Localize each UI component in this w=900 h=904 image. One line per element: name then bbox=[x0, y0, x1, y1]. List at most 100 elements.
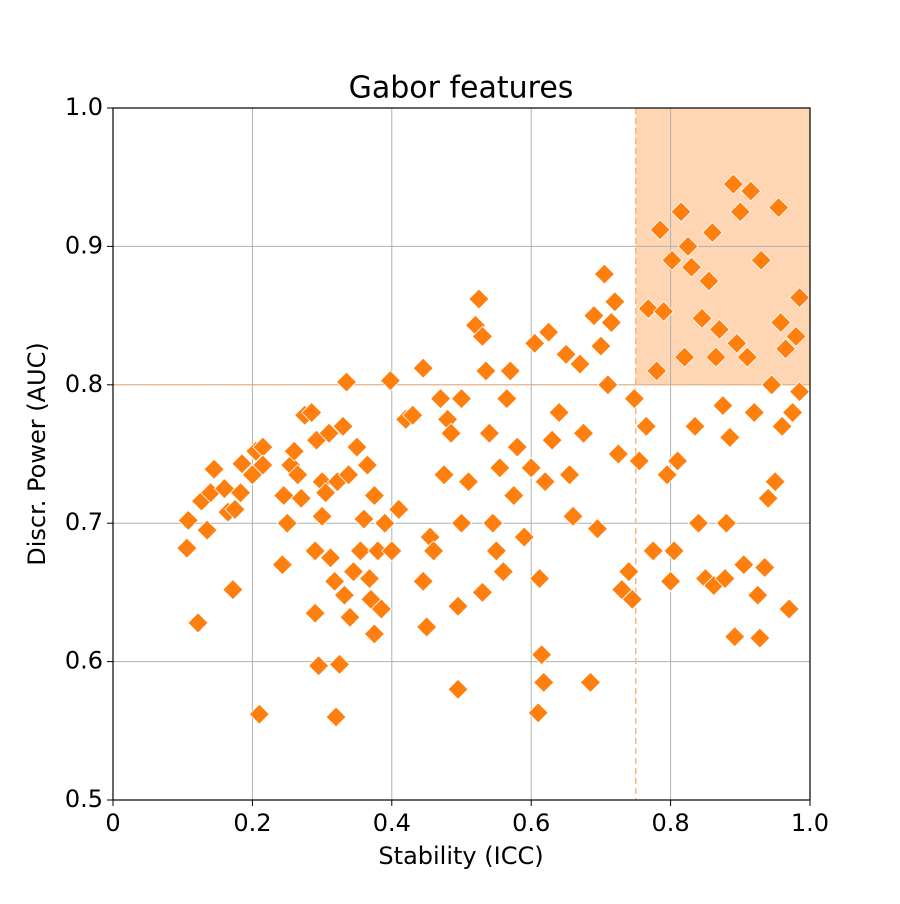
point bbox=[203, 458, 225, 480]
point bbox=[597, 374, 619, 396]
x-tick-label: 1.0 bbox=[791, 809, 829, 837]
point bbox=[318, 422, 340, 444]
point bbox=[187, 612, 209, 634]
point bbox=[450, 388, 473, 410]
point bbox=[771, 415, 793, 437]
point bbox=[670, 201, 692, 223]
point bbox=[273, 484, 295, 507]
point bbox=[213, 478, 236, 500]
point bbox=[356, 454, 378, 476]
point bbox=[785, 325, 807, 347]
point bbox=[374, 512, 396, 534]
point bbox=[754, 556, 776, 579]
point bbox=[471, 581, 493, 603]
point bbox=[440, 422, 462, 444]
point bbox=[661, 249, 683, 271]
point bbox=[733, 554, 755, 576]
point bbox=[736, 346, 758, 368]
y-tick-label: 0.5 bbox=[65, 785, 103, 813]
point bbox=[743, 401, 765, 424]
point bbox=[579, 671, 602, 693]
point bbox=[729, 201, 751, 223]
point bbox=[222, 579, 244, 601]
point bbox=[705, 346, 727, 368]
point bbox=[379, 370, 401, 392]
point bbox=[788, 381, 811, 403]
point bbox=[499, 360, 521, 382]
point bbox=[527, 702, 549, 724]
point bbox=[750, 249, 772, 271]
point bbox=[196, 519, 218, 541]
point bbox=[229, 482, 252, 504]
point bbox=[335, 371, 358, 393]
point bbox=[319, 547, 342, 569]
point bbox=[468, 288, 490, 310]
point bbox=[593, 263, 615, 285]
point bbox=[283, 440, 305, 462]
point bbox=[447, 595, 469, 617]
point bbox=[471, 325, 493, 347]
point bbox=[586, 518, 608, 540]
point bbox=[358, 567, 381, 590]
point bbox=[604, 291, 626, 313]
y-tick-label: 0.6 bbox=[65, 647, 103, 675]
point bbox=[433, 464, 455, 486]
point bbox=[726, 332, 748, 354]
point bbox=[353, 508, 375, 530]
point bbox=[684, 415, 706, 437]
point bbox=[447, 678, 469, 700]
point bbox=[747, 584, 769, 606]
point bbox=[583, 305, 605, 327]
point bbox=[673, 346, 696, 368]
point bbox=[628, 450, 650, 472]
point bbox=[328, 653, 351, 675]
point bbox=[485, 540, 507, 562]
point bbox=[416, 616, 438, 638]
plot-area: 0 0.2 0.4 0.6 0.8 1.0 0.5 0.6 0.7 0.8 0.9 1.0 bbox=[65, 93, 829, 837]
point bbox=[412, 357, 434, 379]
point bbox=[248, 703, 270, 725]
point bbox=[558, 464, 581, 486]
point bbox=[761, 374, 783, 396]
point bbox=[562, 505, 584, 527]
point bbox=[724, 626, 746, 648]
point bbox=[333, 584, 355, 606]
point bbox=[311, 505, 333, 527]
point bbox=[757, 487, 779, 509]
point bbox=[607, 443, 629, 465]
point bbox=[339, 606, 361, 628]
point bbox=[667, 450, 689, 472]
point bbox=[325, 706, 347, 728]
point bbox=[388, 498, 410, 520]
point bbox=[618, 561, 640, 583]
point bbox=[363, 484, 385, 507]
point bbox=[653, 300, 675, 323]
point bbox=[680, 256, 703, 278]
point bbox=[332, 415, 354, 437]
point bbox=[231, 453, 253, 475]
point bbox=[635, 415, 657, 437]
point bbox=[342, 561, 365, 583]
y-tick-label: 0.8 bbox=[65, 370, 103, 398]
point bbox=[637, 298, 659, 320]
point bbox=[402, 404, 424, 426]
point bbox=[290, 487, 312, 509]
y-axis-label: Discr. Power (AUC) bbox=[23, 342, 51, 565]
x-tick-label: 0.4 bbox=[373, 809, 411, 837]
point bbox=[324, 570, 346, 592]
point bbox=[308, 655, 330, 677]
point bbox=[740, 180, 762, 202]
point bbox=[363, 623, 385, 645]
point bbox=[381, 540, 403, 562]
point bbox=[788, 287, 811, 309]
x-tick-label: 0.6 bbox=[512, 809, 550, 837]
y-tick-label: 0.7 bbox=[65, 508, 103, 536]
point bbox=[646, 360, 668, 382]
point bbox=[590, 335, 612, 357]
point bbox=[475, 360, 497, 382]
point bbox=[541, 429, 563, 451]
point bbox=[600, 311, 622, 334]
point bbox=[301, 401, 323, 424]
point bbox=[687, 512, 710, 534]
